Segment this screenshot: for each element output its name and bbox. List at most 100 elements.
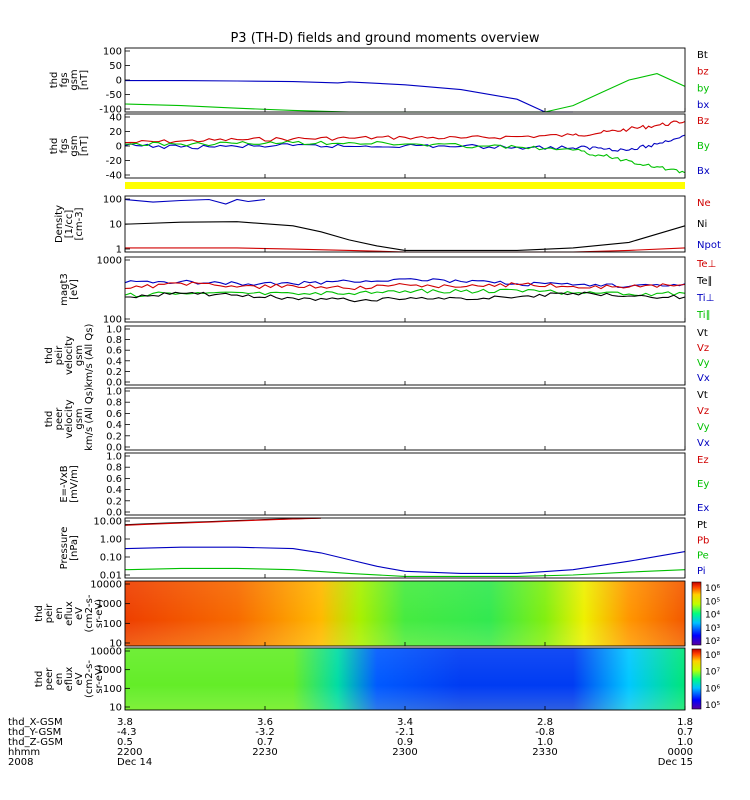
panel-frame: [124, 325, 686, 386]
y-axis-label: fgs: [59, 138, 70, 153]
legend-label: Vy: [697, 358, 710, 369]
legend-label: Ti∥: [696, 310, 711, 321]
xaxis-value: 0.9: [397, 737, 413, 748]
panel-peer-spec: 10⁸ 10⁷ 10⁶ 10⁵ 10000 1000 100 10 thd peer en eflux…: [34, 647, 720, 714]
panel-peir-velocity: Vt Vz Vy Vx 1.00.80.60.40.20.0 thd peir velocit…: [44, 324, 710, 389]
xaxis-row-label: 2008: [8, 757, 33, 768]
legend-label: Vz: [697, 343, 709, 354]
y-axis-label: [mV/m]: [69, 465, 80, 503]
y-tick-label: 1000: [97, 256, 122, 267]
y-tick-label: 0.2: [106, 496, 122, 507]
y-tick-label: 1.0: [106, 325, 122, 336]
panel-fgs-gsm-dsl: Bz By Bx 40 20 0 -20 -40 thd fgs gsm [nT]: [49, 113, 710, 182]
y-axis-label: thd: [34, 671, 45, 688]
y-tick-label: 0.2: [106, 431, 122, 442]
y-axis-label: gsm: [69, 69, 80, 90]
y-axis-label: eflux: [64, 601, 75, 626]
y-tick-label: 1.00: [100, 535, 122, 546]
panel-efield: Ez Ey Ex 1.00.80.60.40.20.0 E=-VxB [mV/m]: [59, 452, 709, 519]
y-tick-label: 0.6: [106, 409, 122, 420]
legend-label: Ne: [697, 198, 711, 209]
legend-label: Ey: [697, 479, 709, 490]
xaxis-value: 3.4: [397, 717, 413, 728]
y-tick-label: 10: [109, 220, 122, 231]
y-axis-label: gsm: [74, 408, 85, 429]
series-line: [124, 134, 686, 152]
y-tick-label: 0.8: [106, 335, 122, 346]
colorbar-tick-label: 10⁴: [705, 611, 720, 621]
y-tick-label: 0.2: [106, 367, 122, 378]
y-axis-label: [nPa]: [69, 535, 80, 561]
y-axis-label: velocity: [64, 399, 75, 438]
y-tick-label: 0.4: [106, 420, 122, 431]
y-axis-label: gsm: [74, 345, 85, 366]
xaxis-row-label: thd_Z-GSM: [8, 737, 63, 748]
legend-label: Bt: [697, 50, 708, 61]
y-axis-label: en: [54, 673, 65, 686]
y-tick-label: 0: [116, 76, 122, 87]
y-tick-label: 100: [103, 47, 122, 58]
legend-label: Vy: [697, 422, 710, 433]
y-axis-label: (cm2-s-: [84, 594, 95, 632]
y-tick-label: 0.4: [106, 485, 122, 496]
legend-label: Bx: [697, 166, 710, 177]
y-tick-label: 0.6: [106, 346, 122, 357]
panel-frame: [124, 387, 686, 451]
legend-label: Te∥: [696, 276, 713, 287]
y-axis-label: eV: [74, 607, 85, 620]
legend-label: Vx: [697, 373, 710, 384]
legend-label: bx: [697, 100, 709, 111]
colorbar-tick-label: 10⁸: [705, 651, 720, 661]
series-line: [124, 288, 686, 298]
y-axis-label: eV: [74, 672, 85, 685]
y-tick-label: 0.8: [106, 463, 122, 474]
y-tick-label: 1000: [97, 665, 122, 676]
y-tick-label: 0.10: [100, 553, 122, 564]
panel-peer-velocity: Vt Vz Vy Vx 1.00.80.60.40.20.0 thd peer velocit…: [44, 387, 710, 454]
xaxis-value: 1.8: [677, 717, 693, 728]
y-axis-label: en: [54, 607, 65, 620]
xaxis-value: -0.8: [535, 727, 555, 738]
series-line: [125, 291, 686, 303]
y-tick-label: 1.0: [106, 387, 122, 398]
spectrogram-shade: [125, 648, 685, 710]
panel-frame: [124, 256, 686, 323]
y-tick-label: 1000: [97, 599, 122, 610]
y-axis-label: [cm-3]: [74, 207, 85, 240]
y-tick-label: 10: [109, 639, 122, 650]
y-axis-label: thd: [44, 347, 55, 364]
y-tick-label: -20: [106, 156, 122, 167]
xaxis-value: 2230: [252, 747, 277, 758]
y-axis-label: gsm: [69, 135, 80, 156]
xaxis-value: 0.5: [117, 737, 133, 748]
y-axis-label: (cm2-s-: [84, 660, 95, 698]
panel-fgs-gsm: Bt bz by bx 100 50 0 -50 -100 thd fgs gsm [nT]: [49, 47, 709, 116]
colorbar-tick-label: 10⁷: [705, 668, 720, 678]
xaxis-value: 0.7: [677, 727, 693, 738]
legend-label: Pt: [697, 520, 707, 531]
y-tick-label: -50: [106, 90, 122, 101]
panel-moments-density: Ne Ni Npot 100 10 1 Density [1/cc] [cm-3]: [54, 195, 721, 256]
spectrogram-shade: [125, 581, 685, 646]
series-line: [124, 546, 686, 574]
y-tick-label: 10000: [90, 647, 122, 658]
colorbar-tick-label: 10⁶: [705, 684, 720, 694]
y-axis-label: E=-VxB: [59, 465, 70, 502]
panel-temperature: Te⊥ Te∥ Ti⊥ Ti∥ 1000 100 magt3 [eV]: [59, 256, 716, 326]
y-tick-label: 100: [103, 195, 122, 206]
legend-label: bz: [697, 67, 709, 78]
series-line: [125, 80, 573, 113]
xaxis-row-label: thd_Y-GSM: [8, 727, 61, 738]
y-axis-label: thd: [49, 72, 60, 89]
legend-label: Pe: [697, 551, 709, 562]
colorbar-tick-label: 10⁵: [705, 597, 720, 607]
series-line: [124, 517, 322, 526]
xaxis-value: -2.1: [395, 727, 415, 738]
y-tick-label: 1: [116, 245, 122, 256]
legend-label: By: [697, 141, 710, 152]
y-tick-label: 10000: [90, 580, 122, 591]
flag-bar: [125, 182, 685, 189]
y-tick-label: 50: [109, 61, 122, 72]
y-tick-label: 100: [103, 619, 122, 630]
